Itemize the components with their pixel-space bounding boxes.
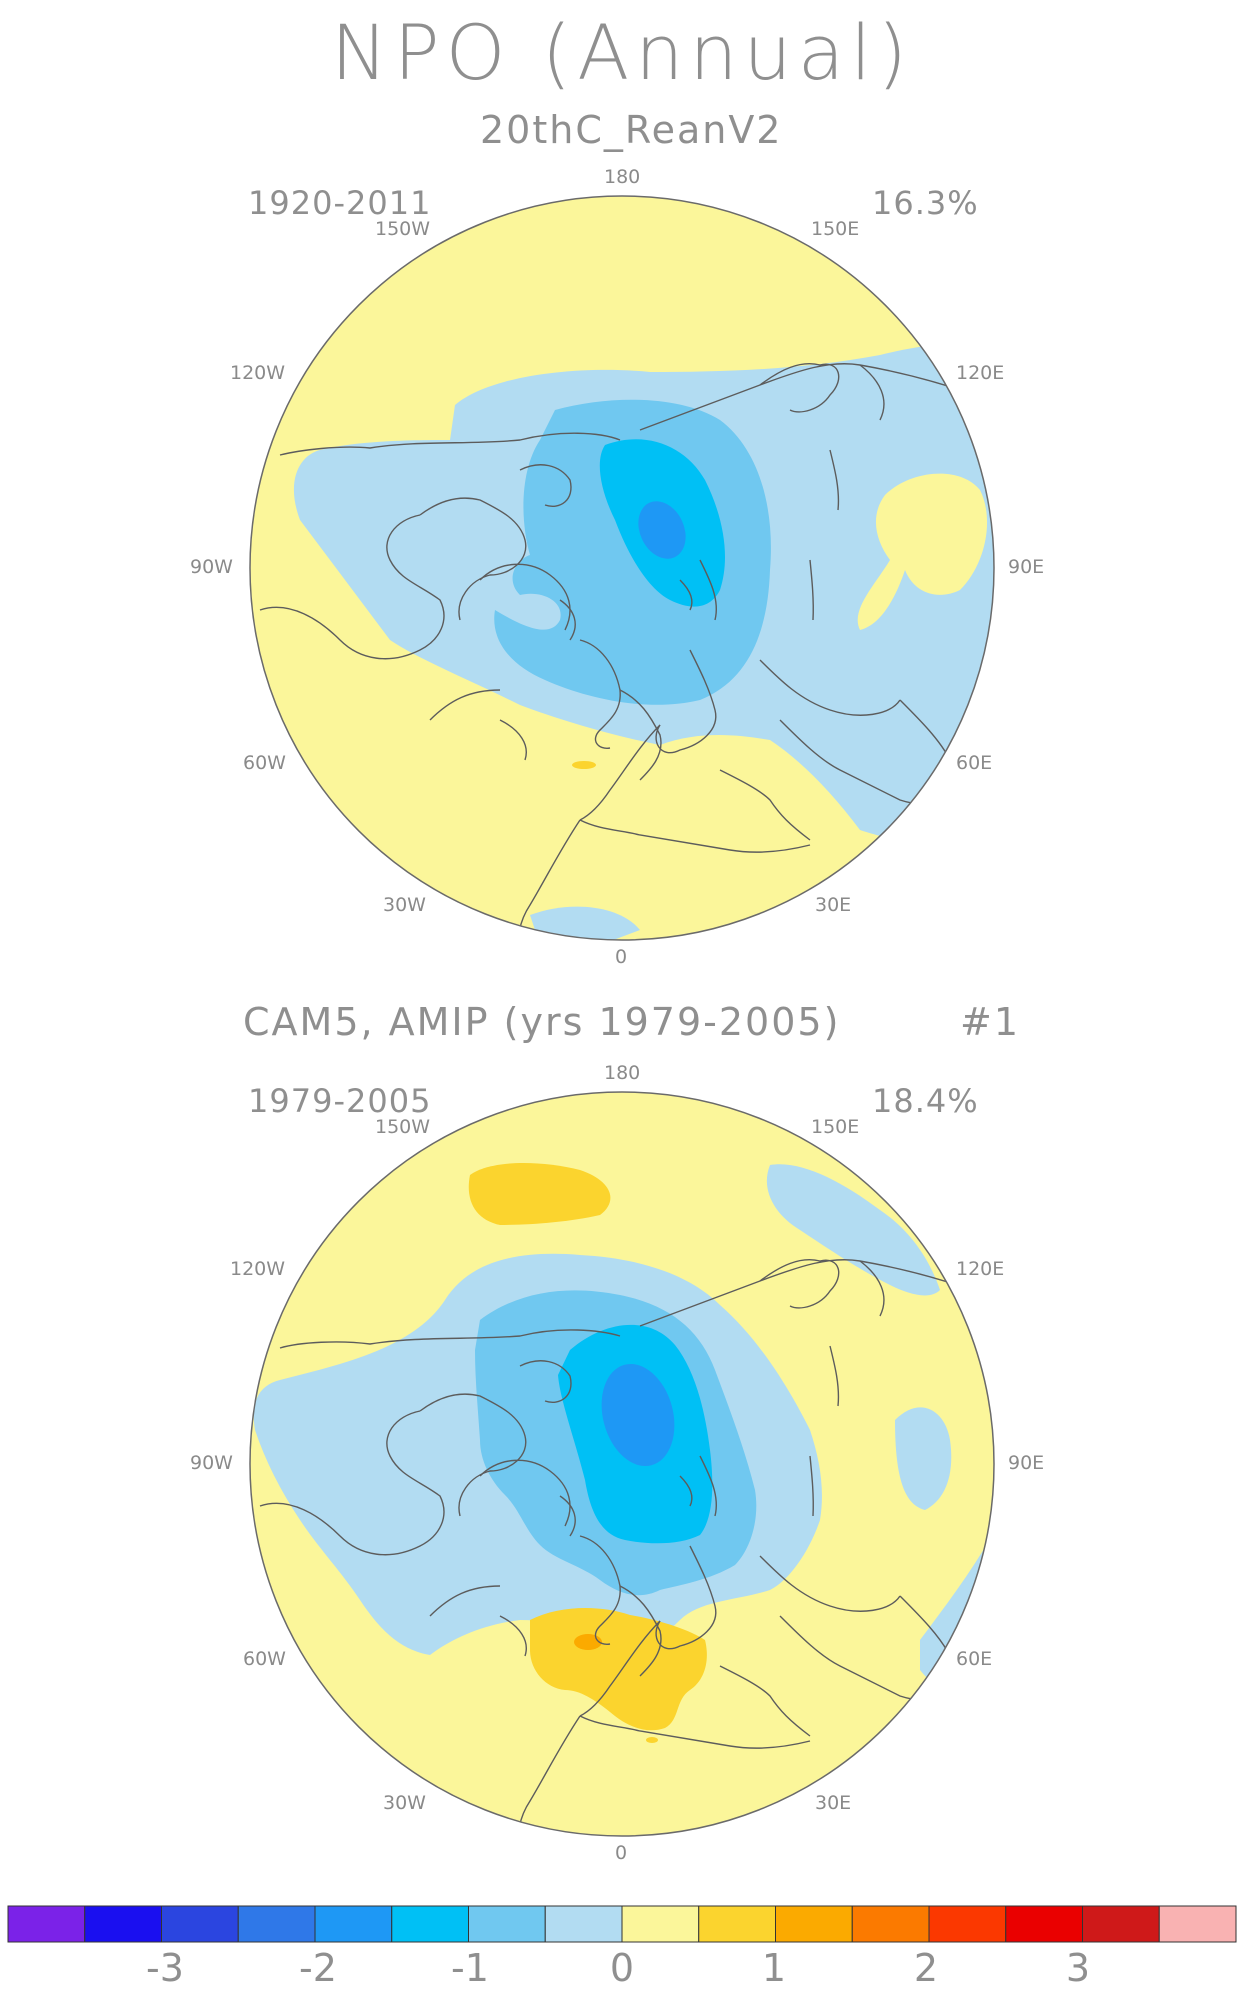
panel1-lon-30w: 30W — [383, 894, 426, 916]
colorbar-label-2: 2 — [913, 1946, 939, 1990]
colorbar-box — [1158, 1905, 1237, 1943]
panel1-contour-pos-east — [857, 473, 988, 630]
panel2-variance: 18.4% — [872, 1082, 979, 1120]
panel2-contour-pos-small — [646, 1737, 658, 1743]
panel2-lon-90w: 90W — [190, 1452, 233, 1474]
panel2-lon-60w: 60W — [243, 1648, 286, 1670]
panel2-contour-neg0-ne — [766, 1164, 940, 1296]
panel1-contour-neg3 — [638, 501, 686, 559]
panel2-contour-pos2 — [574, 1634, 602, 1650]
panel2-lon-150w: 150W — [375, 1116, 431, 1138]
panel1-lon-150e: 150E — [811, 218, 860, 240]
colorbar-box — [698, 1905, 776, 1943]
colorbar-label-1: 1 — [761, 1946, 787, 1990]
panel1-lon-30e: 30E — [815, 894, 852, 916]
colorbar-box — [84, 1905, 162, 1943]
colorbar-box — [775, 1905, 853, 1943]
panel2-lon-0: 0 — [615, 1842, 628, 1864]
panel2-title: CAM5, AMIP (yrs 1979-2005) — [243, 1000, 841, 1044]
colorbar-box — [1082, 1905, 1160, 1943]
panel2-period: 1979-2005 — [248, 1082, 432, 1120]
panel1-period: 1920-2011 — [248, 184, 432, 222]
colorbar-label-minus1: -1 — [451, 1946, 489, 1990]
panel2-lon-120e: 120E — [956, 1258, 1005, 1280]
panel2-map-border — [249, 1091, 995, 1837]
panel2-lon-30e: 30E — [815, 1792, 852, 1814]
panel2-lon-180: 180 — [604, 1062, 641, 1084]
colorbar-box — [161, 1905, 239, 1943]
panel1-lon-0: 0 — [615, 946, 628, 968]
colorbar-box — [1005, 1905, 1083, 1943]
panel2-lon-120w: 120W — [230, 1258, 286, 1280]
main-title: NPO (Annual) — [330, 8, 914, 97]
colorbar-box — [544, 1905, 623, 1943]
panel2-contour-neg3 — [601, 1363, 675, 1467]
colorbar-box — [928, 1905, 1007, 1943]
panel2-map — [250, 1092, 994, 1836]
panel2-lon-90e: 90E — [1008, 1452, 1045, 1474]
panel2-member: #1 — [960, 1000, 1021, 1044]
panel1-map — [250, 196, 994, 940]
panel1-lon-90w: 90W — [190, 556, 233, 578]
colorbar-box — [391, 1905, 469, 1943]
colorbar-box — [851, 1905, 930, 1943]
panel2-coastlines — [259, 1259, 994, 1836]
colorbar-label-minus3: -3 — [146, 1946, 184, 1990]
colorbar-box — [621, 1905, 700, 1943]
panel1-lon-180: 180 — [604, 166, 641, 188]
panel1-lon-120e: 120E — [956, 362, 1005, 384]
panel1-title: 20thC_ReanV2 — [480, 108, 783, 152]
colorbar — [7, 1905, 1237, 1943]
colorbar-box — [314, 1905, 393, 1943]
colorbar-label-3: 3 — [1065, 1946, 1091, 1990]
panel1-variance: 16.3% — [872, 184, 979, 222]
panel1-lon-60e: 60E — [956, 752, 993, 774]
panel1-lon-90e: 90E — [1008, 556, 1045, 578]
colorbar-label-minus2: -2 — [299, 1946, 337, 1990]
panel1-lon-120w: 120W — [230, 362, 286, 384]
panel1-map-border — [249, 195, 995, 941]
panel1-lon-60w: 60W — [243, 752, 286, 774]
colorbar-box — [468, 1905, 546, 1943]
panel2-contour-pos-europe — [530, 1608, 707, 1731]
colorbar-box — [237, 1905, 316, 1943]
panel1-contour-pos-small — [572, 761, 596, 769]
panel1-lon-150w: 150W — [375, 218, 431, 240]
panel2-contour-pos-nw — [468, 1163, 611, 1225]
colorbar-box — [7, 1905, 86, 1943]
panel2-lon-60e: 60E — [956, 1648, 993, 1670]
colorbar-label-0: 0 — [609, 1946, 635, 1990]
panel2-contour-neg0-east — [895, 1407, 952, 1510]
panel2-lon-30w: 30W — [383, 1792, 426, 1814]
panel2-lon-150e: 150E — [811, 1116, 860, 1138]
